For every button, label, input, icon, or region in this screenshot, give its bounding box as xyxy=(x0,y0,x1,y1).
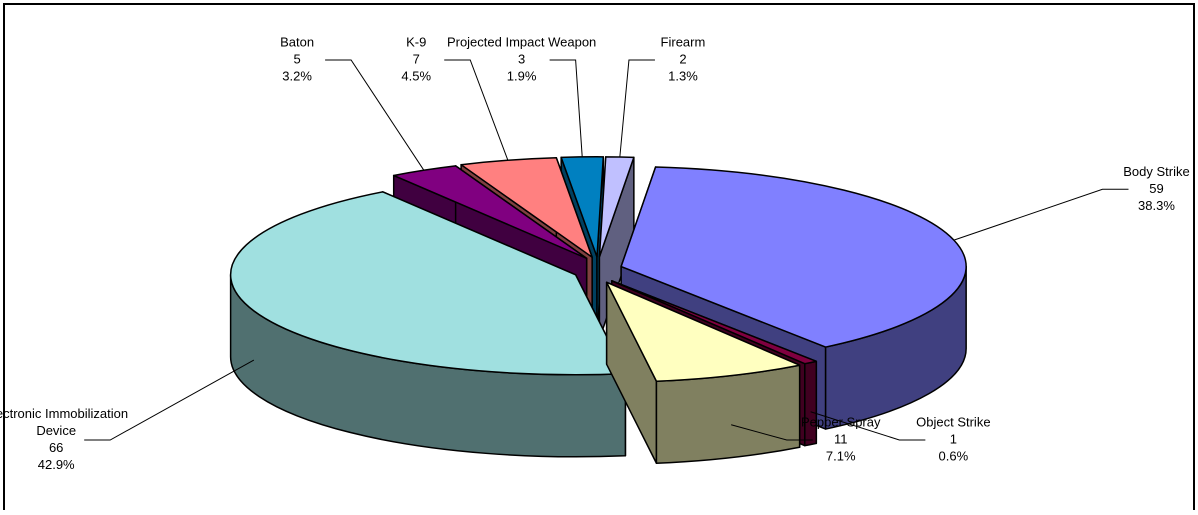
slice-top-k-9 xyxy=(460,156,593,258)
category-label: Object Strike xyxy=(916,415,990,430)
leader-line-electronic-immobilization-device xyxy=(84,359,255,441)
value-label: 2 xyxy=(679,52,686,67)
slices-layer xyxy=(229,156,967,465)
percent-label: 7.1% xyxy=(826,449,856,464)
category-label: Baton xyxy=(280,35,314,50)
label-projected-impact-weapon: Projected Impact Weapon 3 1.9% xyxy=(447,35,596,157)
label-firearm: Firearm 2 1.3% xyxy=(619,35,706,158)
slice-side-object-strike xyxy=(804,360,818,447)
slice-pepper-spray xyxy=(605,281,801,465)
value-label: 5 xyxy=(293,52,300,67)
value-label: 66 xyxy=(49,440,63,455)
label-electronic-immobilization-device: Electronic Immobilization Device 66 42.9% xyxy=(0,359,255,472)
slice-electronic-immobilization-device xyxy=(229,191,627,458)
value-label: 59 xyxy=(1149,181,1163,196)
percent-label: 3.2% xyxy=(282,69,312,84)
slice-top-object-strike xyxy=(611,280,818,365)
percent-label: 1.3% xyxy=(668,69,698,84)
leader-line-object-strike xyxy=(810,411,926,441)
value-label: 1 xyxy=(950,432,957,447)
leader-line-pepper-spray xyxy=(731,424,813,441)
percent-label: 0.6% xyxy=(939,449,969,464)
percent-label: 42.9% xyxy=(38,457,75,472)
value-label: 11 xyxy=(834,432,848,447)
category-label: Device xyxy=(36,423,76,438)
percent-label: 1.9% xyxy=(507,69,537,84)
label-k-9: K-9 7 4.5% xyxy=(401,35,509,161)
leader-line-body-strike xyxy=(953,188,1129,241)
category-label: Pepper Spray xyxy=(801,415,881,430)
leader-line-k-9 xyxy=(444,59,509,161)
slice-top-firearm xyxy=(598,156,635,258)
category-label: K-9 xyxy=(406,35,426,50)
percent-label: 38.3% xyxy=(1138,198,1175,213)
labels-layer: Body Strike 59 38.3% Object Strike 1 0.6% Pepp… xyxy=(0,35,1190,473)
label-object-strike: Object Strike 1 0.6% xyxy=(810,411,991,464)
label-body-strike: Body Strike 59 38.3% xyxy=(953,164,1190,241)
category-label: Firearm xyxy=(661,35,706,50)
category-label: Body Strike xyxy=(1123,164,1189,179)
slice-top-pepper-spray xyxy=(605,281,801,383)
label-baton: Baton 5 3.2% xyxy=(280,35,425,171)
leader-line-baton xyxy=(325,59,425,171)
value-label: 3 xyxy=(518,52,525,67)
value-label: 7 xyxy=(413,52,420,67)
leader-line-firearm xyxy=(619,59,655,158)
slice-top-electronic-immobilization-device xyxy=(229,191,627,376)
category-label: Projected Impact Weapon xyxy=(447,35,596,50)
leader-line-projected-impact-weapon xyxy=(549,59,583,157)
label-pepper-spray: Pepper Spray 11 7.1% xyxy=(731,415,881,464)
slice-top-baton xyxy=(392,165,588,260)
category-label: Electronic Immobilization xyxy=(0,406,128,421)
percent-label: 4.5% xyxy=(401,69,431,84)
